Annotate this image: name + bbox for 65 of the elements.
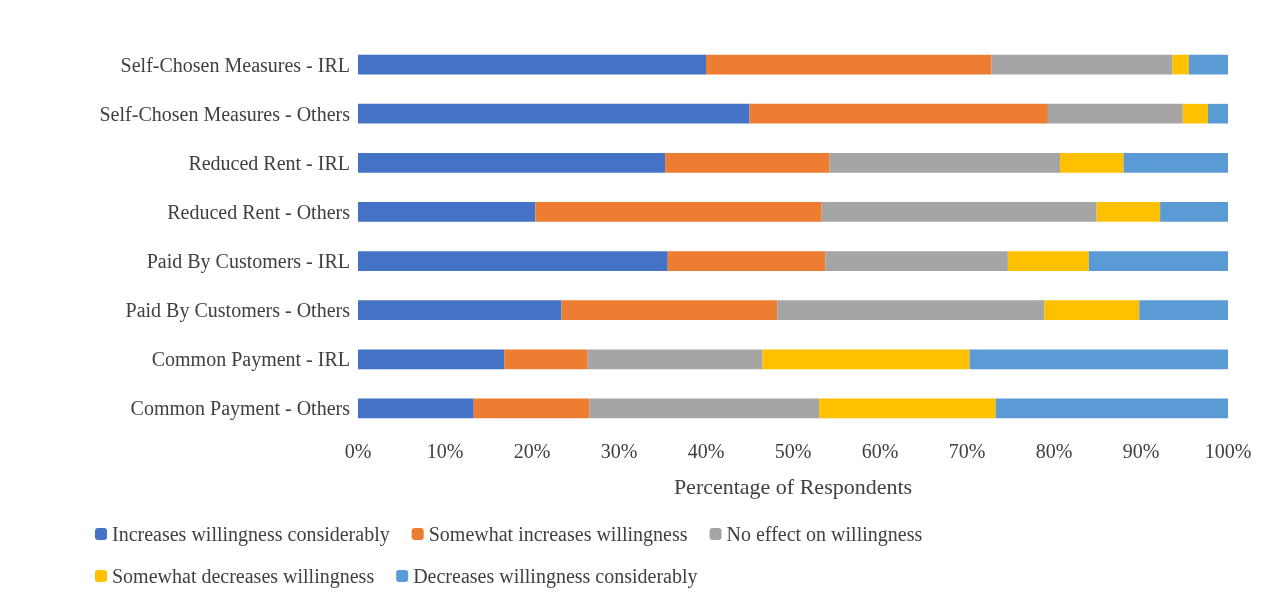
y-tick-label: Common Payment - IRL <box>151 348 350 372</box>
bar <box>358 152 666 173</box>
bar <box>829 152 1061 173</box>
bar <box>587 349 763 370</box>
bar <box>825 251 1008 271</box>
bar <box>1044 300 1140 321</box>
y-tick-label: Paid By Customers - Others <box>125 299 351 323</box>
bar <box>777 300 1045 321</box>
bar <box>1139 300 1228 321</box>
bar <box>821 202 1097 222</box>
bar <box>561 300 778 321</box>
y-tick-label: Reduced Rent - Others <box>167 200 351 223</box>
bar <box>1182 103 1208 124</box>
bar <box>665 152 830 173</box>
bar <box>473 398 590 419</box>
y-tick-label: Paid By Customers - IRL <box>146 250 350 274</box>
y-tick-label: Common Payment - Others <box>130 397 351 421</box>
bar <box>358 103 750 124</box>
bar <box>1123 152 1228 173</box>
bar <box>749 103 1048 124</box>
bar <box>504 349 588 370</box>
bar <box>535 202 822 222</box>
legend-label: Somewhat decreases willingness <box>112 565 375 588</box>
bar <box>1007 251 1089 271</box>
bar <box>1160 202 1228 222</box>
x-tick-label: 40% <box>687 440 725 462</box>
legend-label: No effect on willingness <box>726 523 923 546</box>
x-tick-label: 80% <box>1035 440 1073 462</box>
bar <box>762 349 970 370</box>
y-tick-label: Reduced Rent - IRL <box>188 151 350 174</box>
bar <box>358 251 668 271</box>
legend-label: Somewhat increases willingness <box>428 523 688 546</box>
x-tick-label: 20% <box>513 440 551 462</box>
x-tick-label: 50% <box>774 440 812 462</box>
x-tick-label: 100% <box>1204 440 1252 462</box>
bar <box>706 54 992 75</box>
bar <box>1096 202 1161 222</box>
y-tick-label: Self-Chosen Measures - IRL <box>120 53 350 76</box>
x-tick-label: 60% <box>861 440 899 462</box>
bar <box>991 54 1173 75</box>
bar <box>1207 103 1228 124</box>
x-tick-label: 30% <box>600 440 638 462</box>
legend-label: Decreases willingness considerably <box>413 565 698 588</box>
bar <box>358 202 536 222</box>
bar <box>819 398 996 419</box>
bar <box>1088 251 1228 271</box>
bar <box>969 349 1228 370</box>
bar <box>1047 103 1183 124</box>
x-tick-label: 0% <box>344 440 372 462</box>
bar <box>358 300 562 321</box>
x-axis-title: Percentage of Respondents <box>673 473 913 499</box>
bar <box>1172 54 1189 75</box>
x-tick-label: 90% <box>1122 440 1160 462</box>
x-tick-label: 10% <box>426 440 464 462</box>
bar <box>358 349 505 370</box>
bar <box>589 398 820 419</box>
bar <box>1188 54 1228 75</box>
x-tick-label: 70% <box>948 440 986 462</box>
bar <box>1060 152 1124 173</box>
bar <box>358 398 474 419</box>
bar <box>358 54 706 75</box>
bar <box>995 398 1228 419</box>
y-tick-label: Self-Chosen Measures - Others <box>99 102 351 125</box>
bar <box>667 251 826 271</box>
legend-label: Increases willingness considerably <box>112 523 390 546</box>
